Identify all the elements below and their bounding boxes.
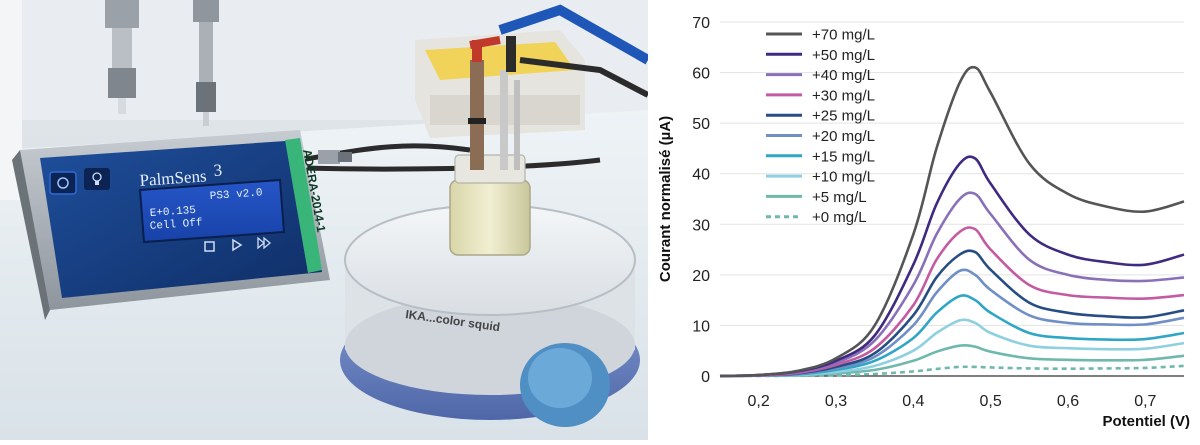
series-line bbox=[719, 65, 1185, 378]
stop-icon[interactable] bbox=[204, 241, 215, 252]
lab-setup-illustration: ADERA-2014-1 PalmSens 3 PS3 v2.0 E+0.135… bbox=[0, 0, 651, 440]
hanging-fixture-right bbox=[193, 0, 219, 126]
stirrer-knob[interactable] bbox=[520, 343, 610, 427]
potentiostat-device: ADERA-2014-1 PalmSens 3 PS3 v2.0 E+0.135… bbox=[12, 130, 352, 320]
legend-label: +20 mg/L bbox=[812, 128, 875, 145]
y-tick-label: 10 bbox=[692, 318, 710, 335]
series-line bbox=[719, 155, 1185, 378]
y-tick-label: 0 bbox=[701, 369, 710, 386]
skip-forward-icon[interactable] bbox=[257, 236, 272, 250]
y-tick-label: 70 bbox=[692, 15, 710, 32]
x-tick-label: 0,3 bbox=[825, 393, 847, 410]
series-line bbox=[719, 249, 1185, 378]
device-brand-label: PalmSens bbox=[139, 166, 207, 190]
legend-label: +50 mg/L bbox=[812, 47, 875, 64]
device-lcd-screen bbox=[138, 178, 286, 244]
lab-setup-photo: ADERA-2014-1 PalmSens 3 PS3 v2.0 E+0.135… bbox=[0, 0, 651, 440]
legend-label: +70 mg/L bbox=[812, 27, 875, 44]
series-line bbox=[719, 294, 1185, 378]
lcd-line-3: Cell Off bbox=[149, 217, 203, 233]
legend-label: +25 mg/L bbox=[812, 108, 875, 125]
electrochemical-cell bbox=[449, 36, 531, 256]
light-bulb-icon[interactable] bbox=[84, 168, 110, 190]
voltammetry-chart: 0 10 20 30 40 50 60 70 0,2 0,3 0,4 0,5 0,6 0,7 +70 m… bbox=[648, 0, 1200, 440]
legend-label: +30 mg/L bbox=[812, 87, 875, 104]
y-tick-label: 50 bbox=[692, 116, 710, 133]
y-axis-label: Courant normalisé (µA) bbox=[657, 116, 674, 282]
y-tick-label: 30 bbox=[692, 217, 710, 234]
power-icon[interactable] bbox=[49, 171, 77, 195]
play-icon[interactable] bbox=[232, 238, 243, 252]
x-tick-label: 0,2 bbox=[748, 393, 770, 410]
chart-canvas: 0 10 20 30 40 50 60 70 0,2 0,3 0,4 0,5 0,6 0,7 +70 m… bbox=[657, 15, 1190, 430]
series-lines bbox=[719, 65, 1185, 378]
x-axis-label: Potentiel (V) bbox=[1102, 413, 1190, 430]
device-brand-superscript: 3 bbox=[213, 160, 223, 180]
x-tick-label: 0,4 bbox=[902, 393, 924, 410]
legend-label: +5 mg/L bbox=[812, 189, 867, 206]
x-tick-label: 0,5 bbox=[980, 393, 1002, 410]
x-tick-labels: 0,2 0,3 0,4 0,5 0,6 0,7 bbox=[748, 393, 1157, 410]
legend-label: +0 mg/L bbox=[812, 209, 867, 226]
x-tick-label: 0,6 bbox=[1057, 393, 1079, 410]
hanging-fixture-left bbox=[105, 0, 139, 114]
y-tick-label: 40 bbox=[692, 167, 710, 184]
lcd-line-2: E+0.135 bbox=[149, 205, 196, 220]
legend-label: +10 mg/L bbox=[812, 169, 875, 186]
x-tick-label: 0,7 bbox=[1134, 393, 1156, 410]
y-tick-label: 60 bbox=[692, 66, 710, 83]
legend-label: +40 mg/L bbox=[812, 67, 875, 84]
y-tick-labels: 0 10 20 30 40 50 60 70 bbox=[692, 15, 710, 386]
y-tick-label: 20 bbox=[692, 268, 710, 285]
magnetic-stirrer: IKA...color squid bbox=[340, 204, 640, 427]
legend: +70 mg/L +50 mg/L +40 mg/L +30 mg/L +25 mg/L… bbox=[766, 27, 875, 226]
lcd-line-1: PS3 v2.0 bbox=[209, 187, 263, 203]
legend-label: +15 mg/L bbox=[812, 148, 875, 165]
